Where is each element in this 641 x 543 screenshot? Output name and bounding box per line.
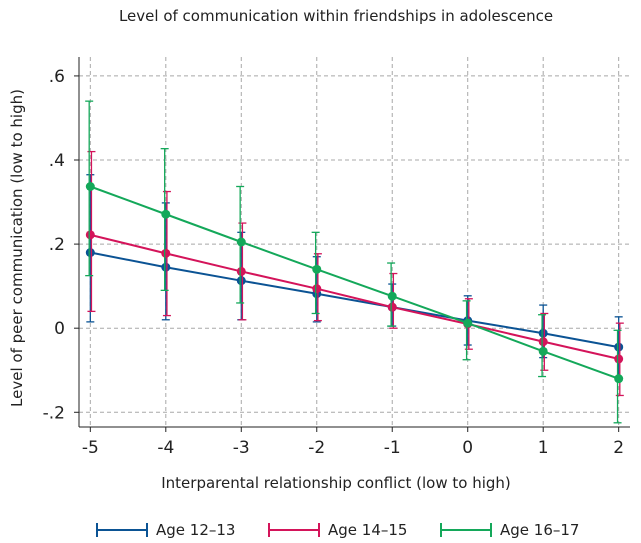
x-axis-label: Interparental relationship conflict (low… [161,474,511,492]
data-point [161,248,171,258]
y-tick-label-0: -.2 [43,403,65,423]
x-tick-label-6: 1 [538,438,549,458]
x-tick-label-4: -1 [384,438,401,458]
y-tick-label-3: .4 [49,151,65,171]
error-bar [161,202,170,321]
data-point [463,318,473,328]
data-point [236,276,246,286]
data-point [161,262,171,272]
data-point [161,209,171,219]
series-3 [85,100,624,424]
legend-item-2: Age 14–15 [268,521,407,539]
x-tick-label-7: 2 [613,438,624,458]
data-point [85,230,95,240]
series-line [90,251,619,349]
legend-label: Age 16–17 [500,521,579,539]
legend: Age 12–13 Age 14–15 Age 16–17 [96,521,579,539]
series-2 [85,150,624,397]
data-point [312,264,322,274]
x-tick-label-0: -5 [82,438,99,458]
data-point [614,342,624,352]
data-point [312,284,322,294]
x-tick-label-1: -4 [157,438,174,458]
grid-lines [79,57,630,427]
data-point [236,266,246,276]
series-group [85,100,624,424]
data-point [236,237,246,247]
y-tick-label-2: .2 [49,235,65,255]
series-line [90,233,619,360]
x-tick-label-2: -3 [233,438,250,458]
error-bar [538,314,547,378]
x-tick-label-3: -2 [308,438,325,458]
y-tick-label-1: 0 [54,319,65,339]
error-bar [462,300,471,361]
data-point [387,291,397,301]
y-axis-ticks: -.2 0 .2 .4 .6 [43,67,79,423]
data-point [85,248,95,258]
legend-label: Age 12–13 [156,521,235,539]
x-tick-label-5: 0 [462,438,473,458]
axes [78,57,630,428]
data-point [614,374,624,384]
y-tick-label-4: .6 [49,67,65,87]
y-axis-label: Level of peer communication (low to high… [8,89,26,407]
data-point [538,346,548,356]
series-line [89,185,620,380]
legend-item-3: Age 16–17 [440,521,579,539]
series-1 [85,174,624,380]
x-axis-ticks: -5 -4 -3 -2 -1 0 1 2 [82,427,624,458]
legend-label: Age 14–15 [328,521,407,539]
legend-item-1: Age 12–13 [96,521,235,539]
data-point [614,354,624,364]
error-bar [160,148,169,292]
data-point [387,302,397,312]
data-point [538,337,548,347]
data-point [85,182,95,191]
data-point [538,328,548,338]
chart-title: Level of communication within friendship… [119,7,553,25]
